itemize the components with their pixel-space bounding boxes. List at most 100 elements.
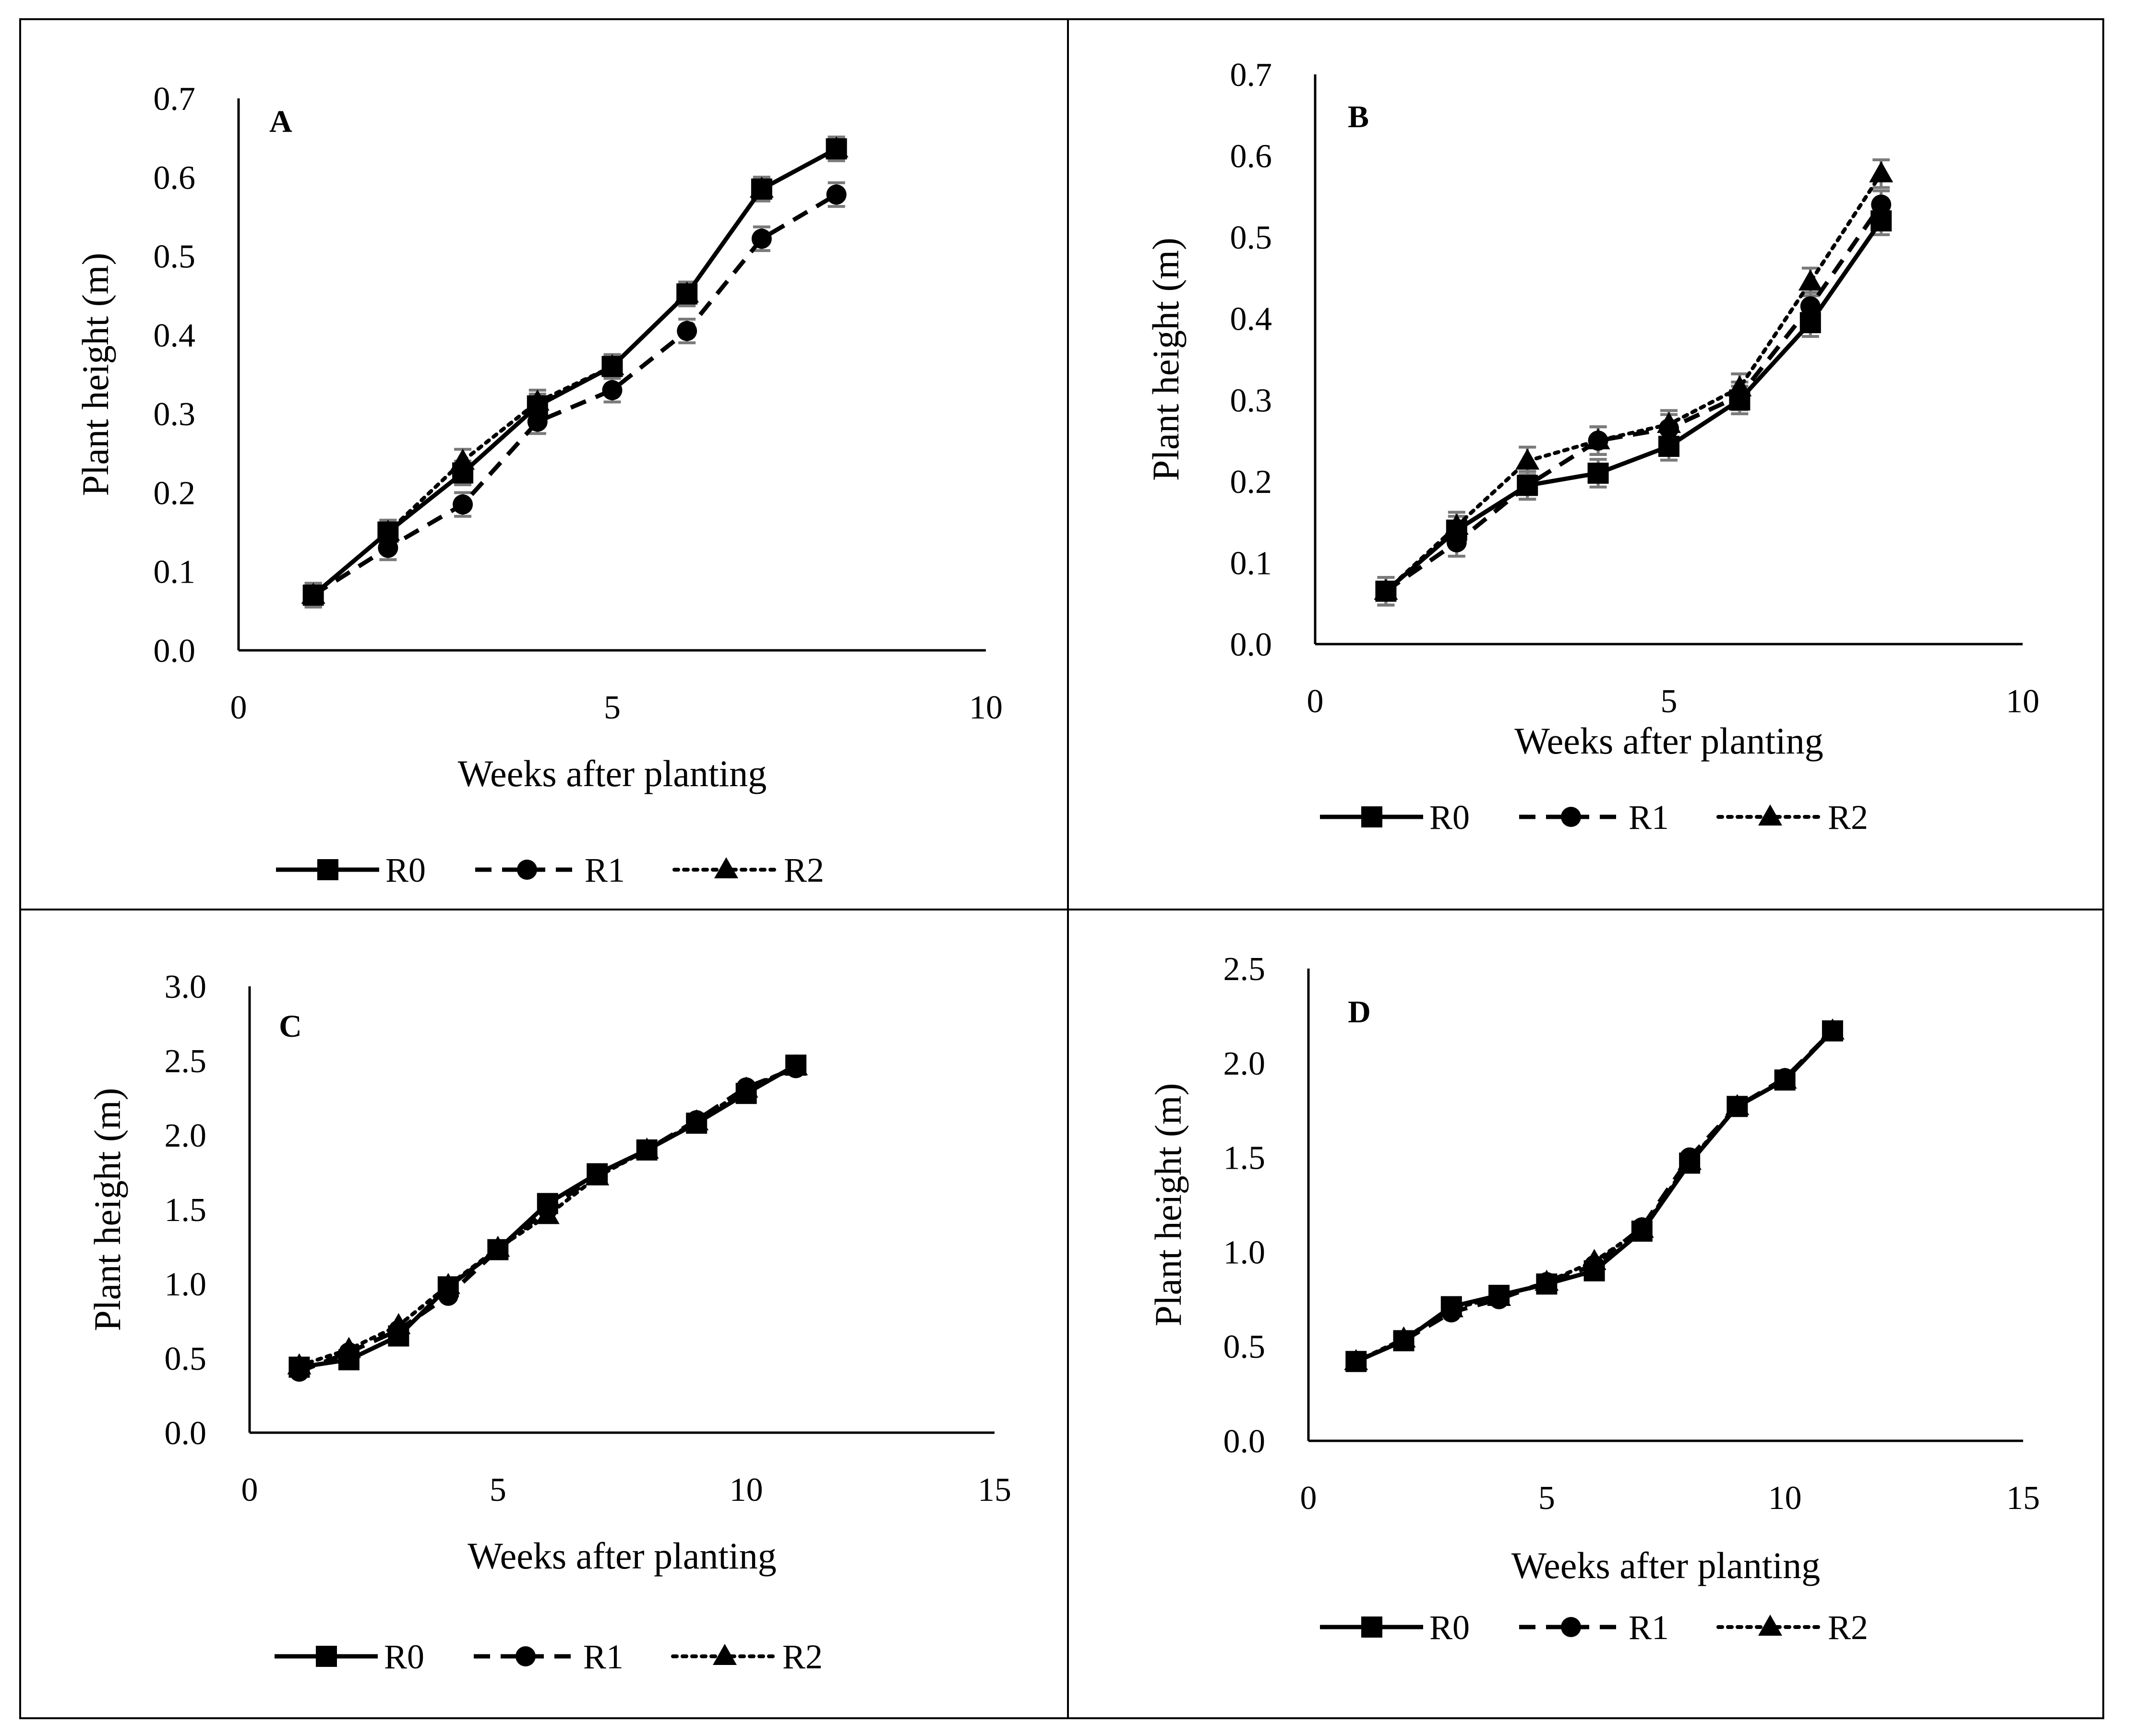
data-point <box>1393 1330 1415 1352</box>
y-tick-label: 0.7 <box>1230 57 1272 94</box>
legend-marker <box>316 1646 337 1667</box>
y-tick-label: 2.0 <box>1223 1045 1266 1082</box>
legend-item-r1: R1 <box>474 1638 623 1676</box>
legend-item-r0: R0 <box>275 1638 424 1676</box>
series-line <box>1384 203 1883 593</box>
data-point <box>601 356 623 377</box>
panel-label: C <box>279 1009 302 1044</box>
x-tick-label: 0 <box>230 689 247 726</box>
data-point <box>378 538 398 558</box>
panel-d: 0.0 0.5 1.0 1.5 2.0 2.5 0 5 10 15 Plant height (m)… <box>1147 951 2040 1647</box>
y-tick-label: 1.0 <box>165 1266 207 1303</box>
x-tick-label: 0 <box>1300 1480 1317 1517</box>
series-r2 <box>1344 1018 1845 1370</box>
data-point <box>527 411 548 432</box>
legend-label: R0 <box>385 851 426 889</box>
x-tick-label: 10 <box>2006 683 2039 720</box>
data-point <box>388 1325 409 1347</box>
data-point <box>751 178 772 200</box>
y-tick-label: 1.0 <box>1223 1234 1266 1271</box>
x-tick-label: 10 <box>730 1472 763 1509</box>
legend-label: R1 <box>585 851 625 889</box>
data-point <box>1536 1273 1558 1295</box>
x-axis-title: Weeks after planting <box>458 753 767 794</box>
data-point <box>1800 296 1821 317</box>
legend-marker <box>1561 1617 1581 1637</box>
panels: 0.0 0.1 0.2 0.3 0.4 0.5 0.6 0.7 0 5 10 Plant height… <box>74 57 2040 1676</box>
x-tick-label: 15 <box>978 1472 1011 1509</box>
y-tick-label: 0.2 <box>1230 464 1272 501</box>
y-tick-label: 0.0 <box>1230 626 1272 663</box>
x-tick-label: 10 <box>969 689 1003 726</box>
y-tick-label: 0.3 <box>1230 382 1272 419</box>
data-point <box>537 1193 558 1214</box>
data-point <box>527 395 548 417</box>
y-axis-title: Plant height (m) <box>86 1088 128 1331</box>
y-tick-label: 0.7 <box>154 81 196 118</box>
y-tick-label: 0.1 <box>1230 545 1272 582</box>
x-tick-label: 5 <box>604 689 621 726</box>
data-point <box>1517 475 1538 496</box>
legend: R0 R1 R2 <box>276 851 824 889</box>
x-tick-label: 15 <box>2006 1480 2040 1517</box>
series-r0 <box>1375 210 1892 602</box>
series-line <box>1355 1029 1834 1364</box>
legend-item-r0: R0 <box>276 851 426 889</box>
data-point <box>1631 1221 1653 1242</box>
data-point <box>437 1276 459 1298</box>
legend-label: R2 <box>1828 1608 1868 1647</box>
y-tick-label: 2.5 <box>165 1043 207 1080</box>
legend-item-r1: R1 <box>475 851 625 889</box>
series-line <box>1355 1029 1834 1364</box>
y-tick-label: 0.6 <box>154 159 196 196</box>
data-point <box>1870 210 1892 232</box>
legend-label: R0 <box>1429 1608 1470 1647</box>
data-point <box>602 380 623 400</box>
x-tick-label: 5 <box>490 1472 506 1509</box>
legend-item-r0: R0 <box>1320 1608 1470 1647</box>
legend-marker <box>714 857 738 878</box>
data-point <box>826 184 847 205</box>
legend-marker <box>317 859 338 880</box>
x-axis-title: Weeks after planting <box>1514 720 1823 762</box>
data-point <box>1798 269 1822 291</box>
legend-item-r2: R2 <box>672 851 824 889</box>
data-point <box>1488 1284 1510 1306</box>
y-tick-label: 2.0 <box>165 1117 207 1154</box>
y-tick-label: 3.0 <box>165 969 207 1006</box>
y-tick-label: 1.5 <box>1223 1140 1266 1177</box>
data-point <box>377 521 399 543</box>
series-r0 <box>302 138 847 606</box>
data-point <box>676 283 698 305</box>
data-point <box>1583 1260 1605 1281</box>
panel-a: 0.0 0.1 0.2 0.3 0.4 0.5 0.6 0.7 0 5 10 Plant height… <box>74 81 1003 889</box>
data-point <box>452 462 474 484</box>
series-r0 <box>288 1054 807 1378</box>
legend-item-r2: R2 <box>1716 1608 1868 1647</box>
data-point <box>1822 1020 1843 1042</box>
data-point <box>1659 418 1679 439</box>
panel-b: 0.0 0.1 0.2 0.3 0.4 0.5 0.6 0.7 0 5 10 Plant height… <box>1145 57 2039 837</box>
legend-item-r0: R0 <box>1320 798 1470 837</box>
legend-label: R0 <box>1429 798 1470 837</box>
legend-marker <box>1758 1615 1782 1636</box>
legend-marker <box>517 860 537 880</box>
data-point <box>785 1054 807 1076</box>
legend-marker <box>1758 804 1782 826</box>
y-axis-title: Plant height (m) <box>74 253 116 496</box>
legend-label: R1 <box>1629 1608 1669 1647</box>
y-axis-title: Plant height (m) <box>1147 1083 1189 1327</box>
panel-label: B <box>1348 99 1369 134</box>
panel-label: D <box>1348 994 1371 1030</box>
y-axis-title: Plant height (m) <box>1145 238 1187 481</box>
data-point <box>587 1163 608 1185</box>
x-tick-label: 10 <box>1768 1480 1802 1517</box>
data-point <box>487 1239 509 1260</box>
y-tick-label: 1.5 <box>165 1192 207 1229</box>
x-tick-label: 5 <box>1661 683 1678 720</box>
data-point <box>1679 1152 1701 1174</box>
data-point <box>1446 519 1467 541</box>
data-point <box>636 1139 658 1161</box>
panel-borders <box>19 18 2104 1719</box>
data-point <box>1588 431 1608 451</box>
